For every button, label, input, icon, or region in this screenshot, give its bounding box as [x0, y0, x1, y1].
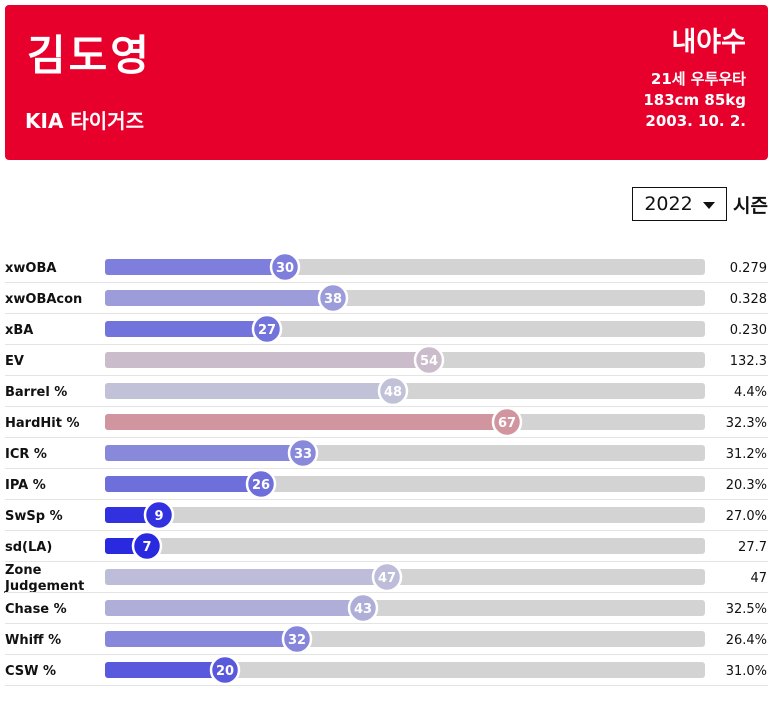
percentile-label: 38	[324, 292, 342, 307]
bar-fill	[105, 445, 303, 461]
percentile-label: 67	[498, 416, 516, 431]
metric-value: 47	[750, 571, 767, 586]
player-age-bats: 21세 우투우타	[650, 70, 746, 88]
percentile-label: 32	[288, 633, 306, 648]
chevron-down-icon	[702, 201, 715, 209]
bar-track	[105, 507, 705, 523]
percentile-label: 43	[354, 602, 372, 617]
player-name: 김도영	[27, 31, 152, 80]
percentile-marker	[287, 437, 319, 469]
percentile-marker	[377, 375, 409, 407]
bar-fill	[105, 259, 285, 275]
percentile-label: 20	[216, 664, 234, 679]
metric-value: 31.2%	[726, 447, 767, 462]
metric-label: Whiff %	[5, 633, 61, 648]
team-name: KIA 타이거즈	[25, 109, 144, 133]
player-body: 183cm 85kg	[643, 91, 746, 109]
metric-label: HardHit %	[5, 416, 79, 431]
percentile-label: 54	[420, 354, 438, 369]
percentile-marker	[317, 282, 349, 314]
metric-label: SwSp %	[5, 509, 63, 524]
percentile-label: 9	[154, 509, 163, 524]
metric-label: ICR %	[5, 447, 47, 462]
bar-fill	[105, 600, 363, 616]
season-selector-row: 2022 시즌	[632, 186, 768, 222]
player-position: 내야수	[671, 27, 746, 58]
metric-value: 0.230	[730, 323, 767, 338]
percentile-marker	[245, 468, 277, 500]
percentile-label: 26	[252, 478, 270, 493]
bar-track	[105, 538, 705, 554]
metric-value: 0.279	[730, 261, 767, 276]
percentile-label: 7	[142, 540, 151, 555]
bar-fill	[105, 569, 387, 585]
bar-fill	[105, 631, 297, 647]
player-info: 21세 우투우타 183cm 85kg 2003. 10. 2.	[643, 69, 746, 132]
bar-fill	[105, 352, 429, 368]
percentile-marker	[347, 592, 379, 624]
metric-value: 26.4%	[726, 633, 767, 648]
bar-fill	[105, 662, 225, 678]
season-dropdown[interactable]: 2022	[632, 187, 728, 221]
metric-value: 32.3%	[726, 416, 767, 431]
percentile-marker	[413, 344, 445, 376]
metric-value: 27.0%	[726, 509, 767, 524]
metric-label: Chase %	[5, 602, 67, 617]
metric-value: 32.5%	[726, 602, 767, 617]
metric-value: 4.4%	[734, 385, 767, 400]
percentile-marker	[131, 530, 163, 562]
metric-label: CSW %	[5, 664, 56, 679]
player-header: 김도영 KIA 타이거즈 내야수 21세 우투우타 183cm 85kg 200…	[5, 5, 768, 160]
percentile-marker	[491, 406, 523, 438]
percentile-label: 33	[294, 447, 312, 462]
metric-value: 20.3%	[726, 478, 767, 493]
bar-fill	[105, 321, 267, 337]
bar-fill	[105, 290, 333, 306]
percentile-label: 47	[378, 571, 396, 586]
metric-value: 132.3	[730, 354, 767, 369]
player-birthdate: 2003. 10. 2.	[645, 112, 746, 130]
bar-fill	[105, 414, 507, 430]
percentile-marker	[143, 499, 175, 531]
bar-track	[105, 662, 705, 678]
percentile-label: 48	[384, 385, 402, 400]
percentile-label: 27	[258, 323, 276, 338]
metric-label: xBA	[5, 323, 33, 338]
percentile-label: 30	[276, 261, 294, 276]
bar-fill	[105, 476, 261, 492]
percentile-marker	[269, 251, 301, 283]
season-label: 시즌	[733, 194, 768, 217]
season-value: 2022	[644, 193, 693, 215]
metric-label: IPA %	[5, 478, 46, 493]
metric-label: Barrel %	[5, 385, 67, 400]
metric-value: 27.7	[738, 540, 767, 555]
metric-value: 31.0%	[726, 664, 767, 679]
percentile-marker	[281, 623, 313, 655]
metric-label: EV	[5, 354, 24, 369]
bar-fill	[105, 383, 393, 399]
metric-label: xwOBA	[5, 261, 56, 276]
percentile-marker	[209, 654, 241, 686]
percentile-marker	[251, 313, 283, 345]
metric-value: 0.328	[730, 292, 767, 307]
percentile-marker	[371, 561, 403, 593]
metric-label: sd(LA)	[5, 540, 52, 555]
metric-label: xwOBAcon	[5, 292, 82, 307]
metric-label: Zone Judgement	[4, 563, 84, 594]
percentile-chart: xwOBA 30 0.279 xwOBAcon 38 0.328 xBA 27 0.230 EV 5…	[4, 251, 768, 686]
